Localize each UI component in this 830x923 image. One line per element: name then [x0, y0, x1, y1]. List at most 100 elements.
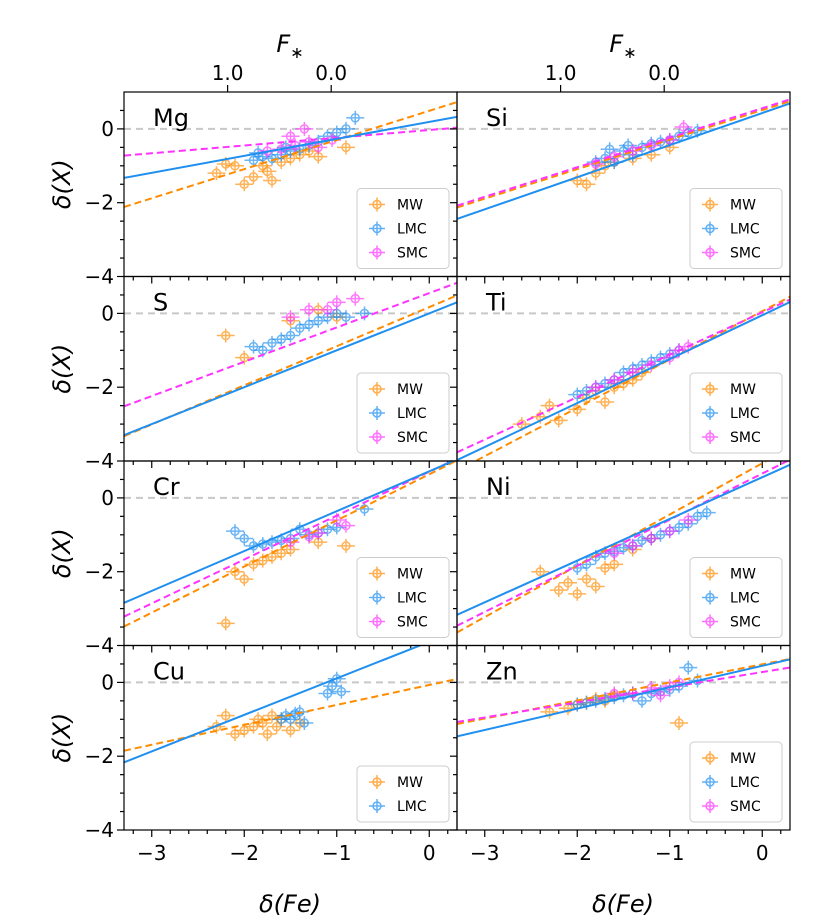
data-point-mw — [267, 719, 286, 734]
data-marker — [262, 166, 273, 177]
data-marker — [262, 729, 273, 739]
fit-line-lmc — [124, 461, 456, 604]
data-point-lmc — [318, 686, 337, 701]
data-marker — [230, 526, 240, 536]
data-marker — [248, 172, 259, 182]
data-marker — [702, 507, 712, 518]
data-point-mw — [258, 727, 277, 742]
legend: MW LMC SMC — [356, 557, 450, 638]
legend-marker-lmc — [702, 221, 718, 236]
x-axis-title-left: δ(Fe) — [259, 890, 321, 918]
panel-plot-area — [457, 657, 790, 738]
panel-plot-area — [457, 295, 790, 461]
legend-marker-lmc — [369, 221, 385, 236]
legend-circle — [705, 568, 715, 579]
legend-circle — [705, 777, 715, 787]
legend-label-lmc: LMC — [397, 406, 427, 422]
data-marker — [248, 155, 259, 166]
legend-marker-smc — [369, 430, 385, 444]
legend-marker-smc — [369, 614, 385, 629]
data-point-lmc — [295, 715, 314, 730]
data-point-smc — [318, 302, 337, 317]
data-marker — [295, 707, 305, 717]
data-marker — [600, 563, 610, 573]
data-point-mw — [235, 572, 254, 587]
legend-box — [689, 557, 783, 638]
legend-marker-mw — [702, 382, 718, 396]
legend: MW LMC SMC — [689, 741, 783, 823]
x-tick-label: −2 — [563, 841, 592, 865]
legend-box — [356, 557, 450, 638]
legend-circle — [372, 247, 382, 258]
data-marker — [655, 530, 666, 540]
legend-marker-mw — [702, 197, 718, 212]
y-tick-label: 0 — [101, 486, 114, 510]
legend-label-smc: SMC — [730, 799, 761, 815]
y-tick-label: −2 — [85, 744, 114, 768]
fit-line-mw — [473, 295, 790, 461]
data-marker — [628, 541, 638, 551]
top-tick-label: 0.0 — [315, 61, 347, 85]
legend-circle — [705, 223, 715, 234]
data-marker — [572, 589, 582, 599]
legend-marker-lmc — [702, 406, 718, 420]
panel-ti: Ti MW LMC SMC — [450, 275, 791, 468]
panel-mg: −4 −2 0 1.0 0.0 Mg MW LMC SMC — [85, 61, 458, 289]
legend-label-mw: MW — [730, 198, 756, 214]
data-point-smc — [300, 134, 318, 149]
data-point-mw — [235, 350, 254, 365]
x-tick-label: −3 — [470, 841, 499, 865]
data-point-mw — [559, 575, 577, 590]
data-marker — [285, 330, 296, 341]
data-marker — [230, 566, 240, 577]
data-marker — [313, 528, 323, 538]
legend-label-mw: MW — [397, 382, 423, 398]
fit-line-mw — [124, 461, 457, 628]
y-tick-label: 0 — [101, 117, 114, 141]
data-marker — [600, 397, 610, 407]
fit-line-smc — [457, 98, 790, 207]
data-point-mw — [670, 715, 688, 730]
legend-marker-mw — [369, 566, 385, 581]
y-axis-title-row-2: δ(X) — [48, 344, 76, 394]
legend-circle — [372, 616, 382, 627]
data-marker — [332, 308, 342, 319]
panel-element-label: Zn — [486, 658, 518, 686]
legend-circle — [705, 408, 715, 418]
data-marker — [239, 574, 249, 584]
data-marker — [609, 548, 619, 558]
legend-marker-smc — [702, 614, 718, 629]
data-point-mw — [244, 169, 263, 184]
data-marker — [313, 316, 323, 326]
data-point-mw — [216, 328, 235, 343]
legend-label-mw: MW — [397, 775, 423, 791]
fit-line-smc — [124, 281, 457, 408]
data-marker — [322, 688, 333, 699]
data-point-mw — [586, 579, 605, 594]
data-point-lmc — [281, 328, 300, 343]
fit-line-lmc — [124, 645, 423, 764]
top-tick-label: 1.0 — [545, 61, 577, 85]
data-point-smc — [337, 518, 355, 533]
data-marker — [285, 312, 296, 322]
data-marker — [604, 144, 615, 154]
data-marker — [591, 159, 601, 169]
legend-circle — [372, 408, 382, 418]
y-tick-label: −4 — [85, 818, 114, 842]
y-axis-title-row-1: δ(X) — [48, 159, 76, 209]
data-marker — [285, 725, 296, 736]
data-marker — [267, 175, 277, 186]
y-axis-title-row-4: δ(X) — [48, 713, 76, 763]
legend-marker-lmc — [702, 775, 718, 789]
top-axis-label-right: F∗ — [609, 30, 636, 62]
data-point-lmc — [337, 310, 355, 325]
fit-line-lmc — [457, 658, 790, 738]
data-point-lmc — [226, 524, 244, 539]
data-marker — [665, 526, 675, 536]
legend-marker-lmc — [369, 799, 385, 813]
panel-plot-area — [124, 281, 457, 438]
fit-line-smc — [124, 461, 455, 618]
data-point-smc — [674, 120, 693, 135]
data-marker — [341, 520, 351, 531]
data-point-smc — [281, 310, 300, 325]
